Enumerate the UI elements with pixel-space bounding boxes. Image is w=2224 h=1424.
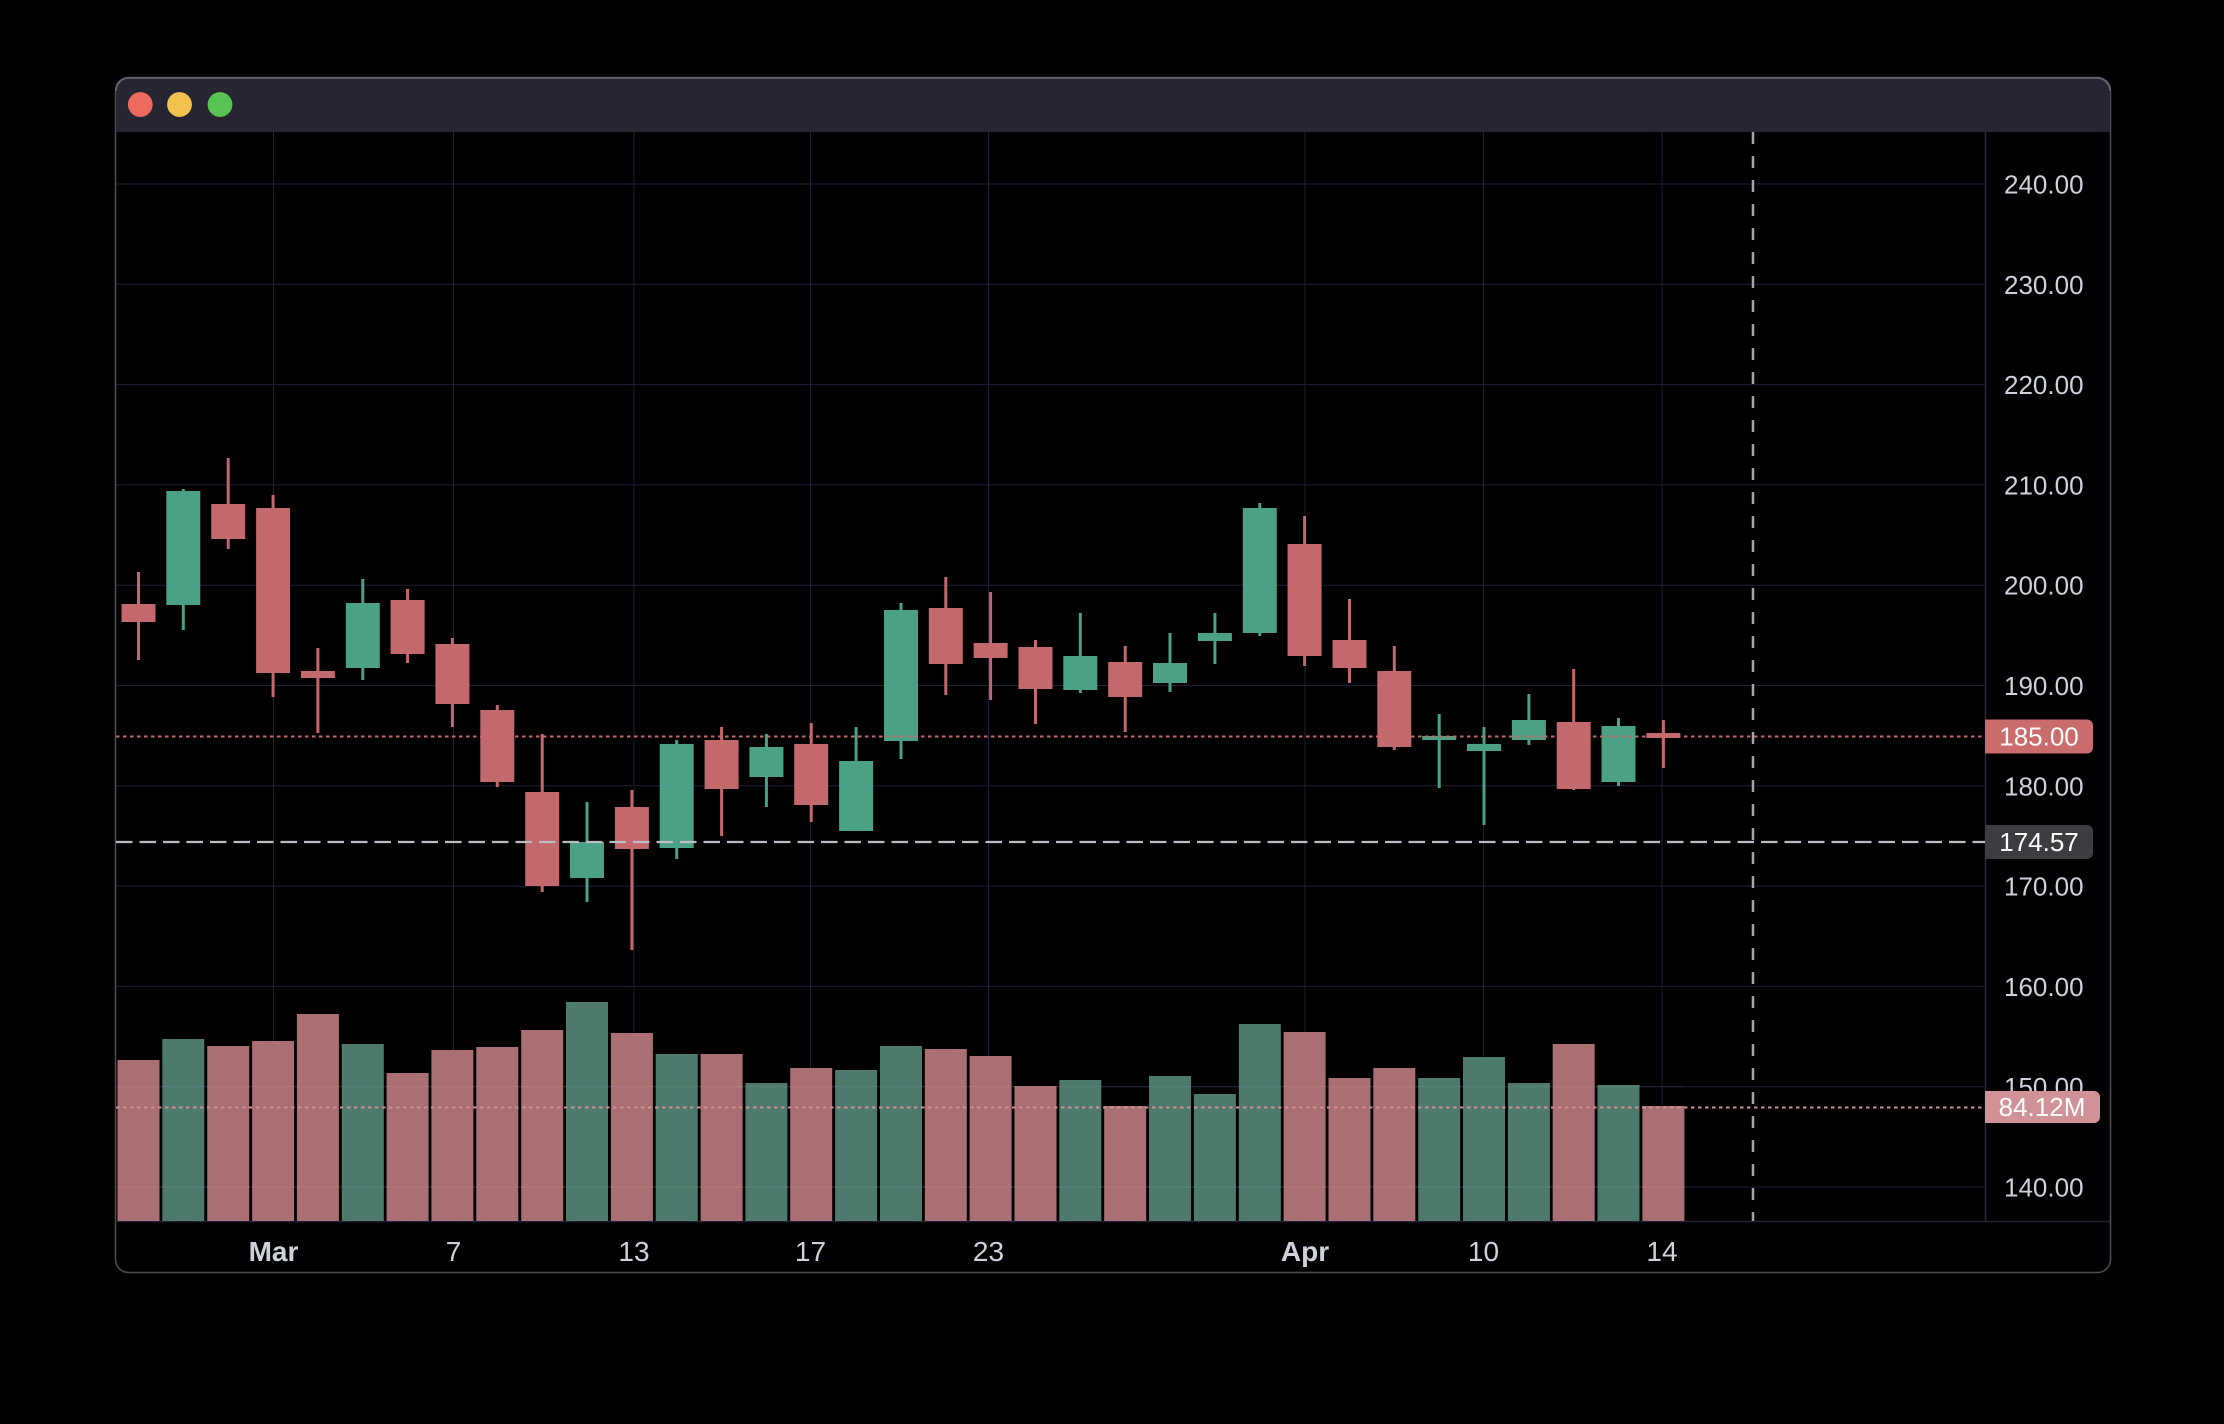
svg-text:160.00: 160.00 — [2004, 972, 2084, 1002]
svg-text:13: 13 — [618, 1236, 649, 1267]
svg-text:210.00: 210.00 — [2004, 470, 2084, 500]
svg-text:84.12M: 84.12M — [1999, 1092, 2086, 1122]
svg-text:23: 23 — [973, 1236, 1004, 1267]
svg-text:Apr: Apr — [1281, 1236, 1329, 1267]
svg-text:180.00: 180.00 — [2004, 771, 2084, 801]
svg-text:14: 14 — [1646, 1236, 1677, 1267]
svg-text:230.00: 230.00 — [2004, 270, 2084, 300]
svg-text:10: 10 — [1468, 1236, 1499, 1267]
svg-text:200.00: 200.00 — [2004, 571, 2084, 601]
svg-text:174.57: 174.57 — [1999, 827, 2079, 857]
svg-text:7: 7 — [446, 1236, 462, 1267]
svg-text:Mar: Mar — [249, 1236, 299, 1267]
svg-text:185.00: 185.00 — [1999, 722, 2079, 752]
svg-text:190.00: 190.00 — [2004, 671, 2084, 701]
svg-text:170.00: 170.00 — [2004, 872, 2084, 902]
svg-text:240.00: 240.00 — [2004, 170, 2084, 200]
svg-text:220.00: 220.00 — [2004, 370, 2084, 400]
svg-text:140.00: 140.00 — [2004, 1173, 2084, 1203]
svg-text:17: 17 — [795, 1236, 826, 1267]
